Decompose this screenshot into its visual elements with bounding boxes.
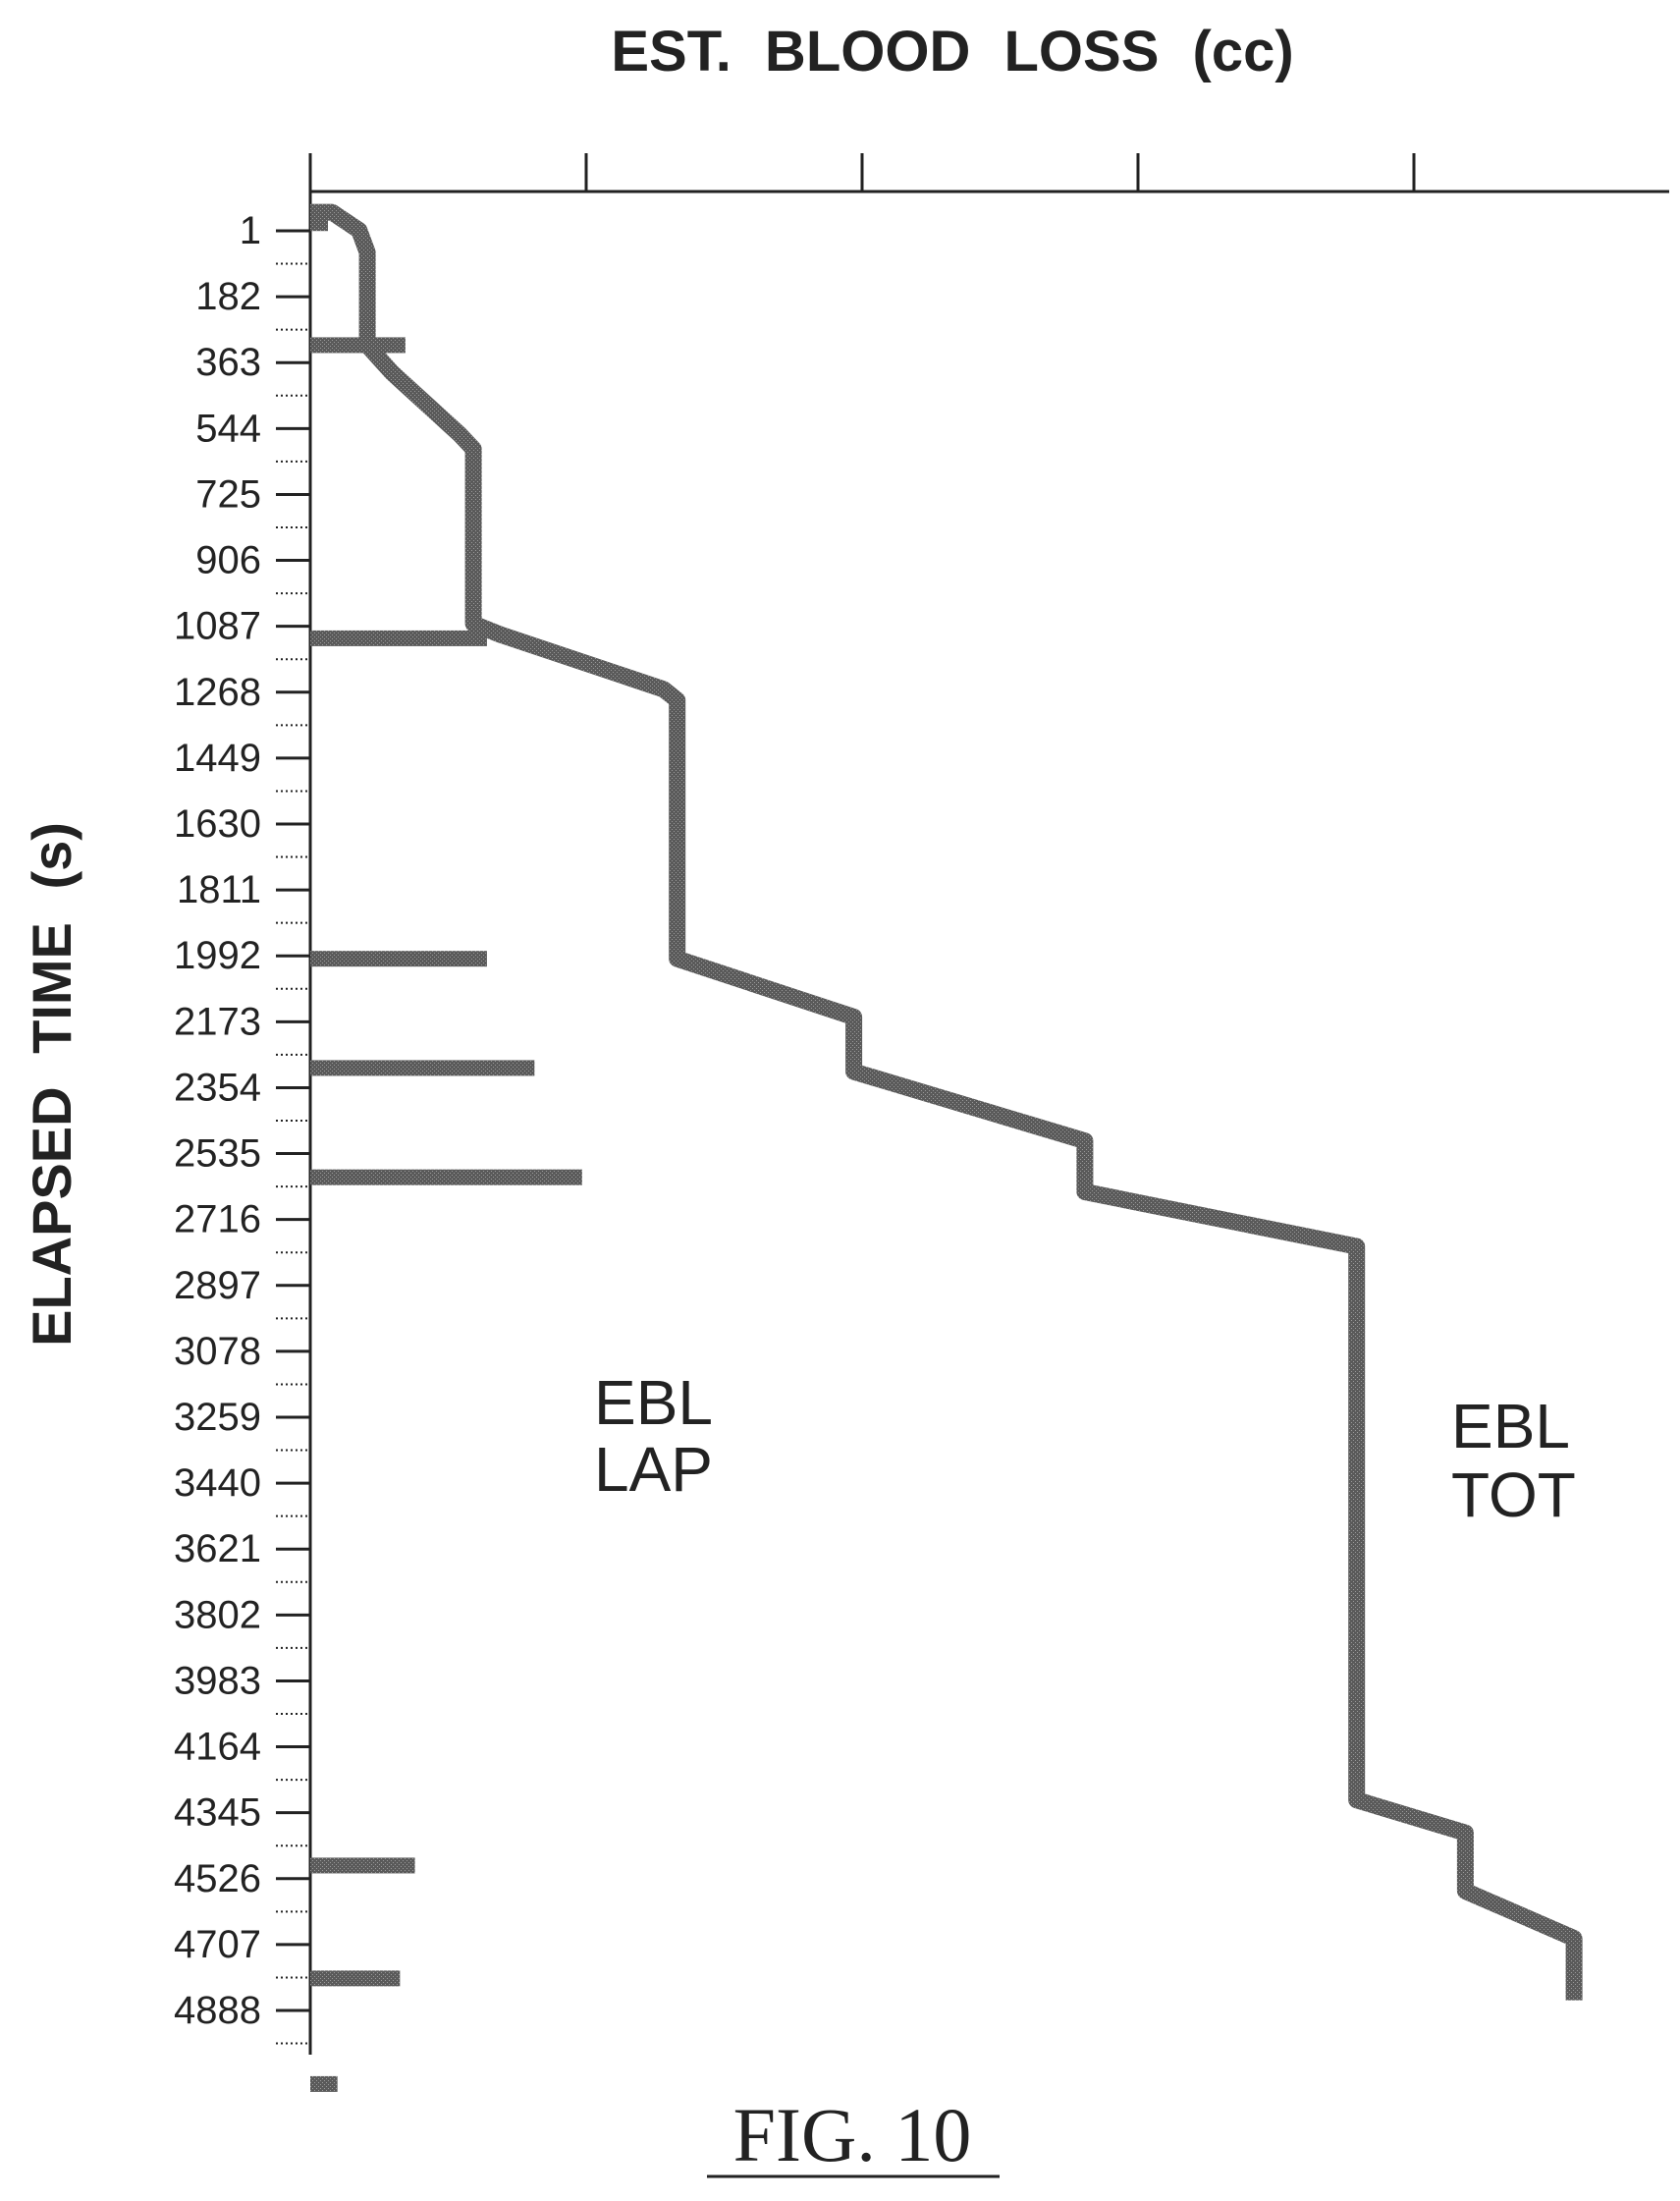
- y-tick-label: 363: [195, 341, 261, 384]
- y-tick-label: 2716: [174, 1198, 261, 1241]
- ebl-lap-series: [310, 215, 582, 2092]
- y-tick-label: 3983: [174, 1659, 261, 1702]
- y-tick-label: 725: [195, 472, 261, 516]
- figure-caption: FIG. 10: [707, 2092, 1000, 2178]
- y-tick-label: 2897: [174, 1264, 261, 1307]
- y-tick-label: 2354: [174, 1066, 261, 1109]
- y-tick-label: 3259: [174, 1396, 261, 1439]
- ebl-lap-bar: [310, 337, 406, 354]
- ebl-tot-label-line-2: TOT: [1451, 1459, 1576, 1530]
- ebl-lap-bar: [310, 2075, 338, 2092]
- y-tick-label: 1449: [174, 737, 261, 780]
- y-tick-label: 3802: [174, 1593, 261, 1636]
- ebl-lap-bar: [310, 1169, 582, 1185]
- axes: [308, 153, 1669, 2055]
- ebl-lap-bar: [310, 1857, 415, 1874]
- y-axis-title: ELAPSED TIME (s): [21, 822, 82, 1347]
- y-tick-label: 4526: [174, 1857, 261, 1900]
- ebl-lap-bar: [310, 630, 487, 646]
- y-tick-label: 1811: [177, 868, 261, 911]
- ebl-lap-bar: [310, 1970, 401, 1987]
- y-tick-label: 3621: [174, 1527, 261, 1570]
- y-tick-label: 1087: [174, 605, 261, 648]
- y-tick-label: 2535: [174, 1132, 261, 1176]
- y-tick-label: 1: [240, 209, 261, 252]
- y-tick-label: 182: [195, 275, 261, 318]
- y-tick-label: 4888: [174, 1989, 261, 2032]
- y-tick-label: 1268: [174, 671, 261, 714]
- ebl-lap-bar: [310, 951, 487, 967]
- y-tick-label: 4164: [174, 1726, 261, 1769]
- ebl-lap-label-line-1: EBL: [594, 1367, 713, 1438]
- chart-title: EST. BLOOD LOSS (cc): [611, 20, 1293, 83]
- ebl-tot-label: EBL TOT: [1451, 1391, 1576, 1530]
- y-tick-label: 2173: [174, 1000, 261, 1043]
- y-tick-label: 4707: [174, 1923, 261, 1966]
- y-tick-label: 1630: [174, 802, 261, 846]
- ebl-tot-label-line-1: EBL: [1451, 1391, 1570, 1461]
- figure-label: FIG. 10: [733, 2092, 972, 2177]
- y-tick-label: 4345: [174, 1791, 261, 1835]
- minor-ticks: [276, 262, 310, 2045]
- y-ticks: 1 182 363 544 725 906 1087 1268 1449 1630 1811 1992…: [174, 209, 310, 2032]
- y-tick-label: 3440: [174, 1461, 261, 1505]
- y-tick-label: 1992: [174, 934, 261, 977]
- ebl-lap-bar: [310, 1060, 535, 1076]
- y-tick-label: 544: [195, 407, 261, 450]
- y-tick-label: 906: [195, 539, 261, 582]
- y-tick-label: 3078: [174, 1330, 261, 1373]
- ebl-lap-label: EBL LAP: [594, 1367, 713, 1505]
- ebl-lap-label-line-2: LAP: [594, 1434, 713, 1505]
- ebl-tot-series: [310, 203, 1583, 2001]
